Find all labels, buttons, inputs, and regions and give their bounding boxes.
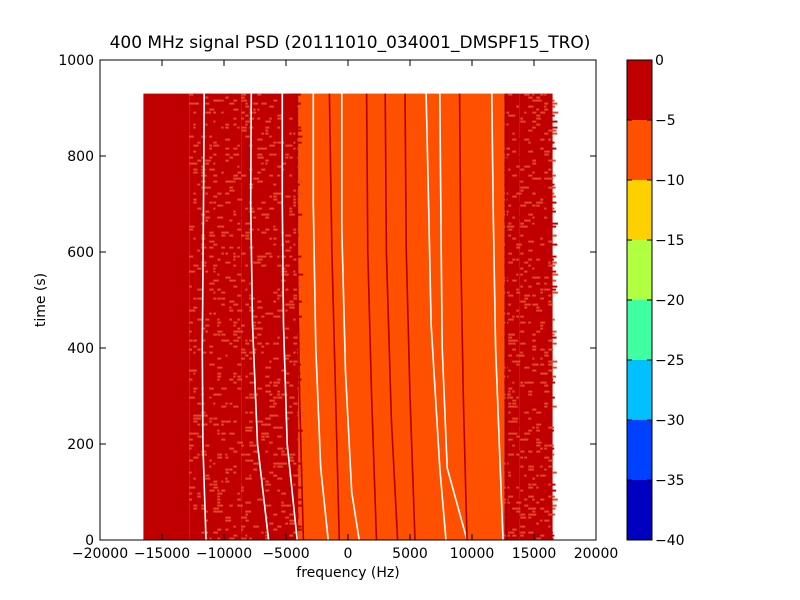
heatmap-band bbox=[504, 93, 520, 540]
colorbar-tick-label: −35 bbox=[655, 473, 685, 489]
trace-line bbox=[281, 93, 298, 540]
y-tick-label: 800 bbox=[67, 149, 94, 165]
colorbar-ticks: 0 −5 −10 −15 −20 −25 −30 −35 −40 bbox=[627, 53, 685, 549]
y-tick-label: 400 bbox=[67, 341, 94, 357]
trace-line bbox=[201, 93, 207, 540]
x-tick-label: 20000 bbox=[574, 546, 619, 562]
colorbar-segment bbox=[627, 300, 652, 360]
colorbar-tick-label: −10 bbox=[655, 173, 685, 189]
y-tick-label: 200 bbox=[67, 437, 94, 453]
colorbar-segment bbox=[627, 420, 652, 480]
trace-line bbox=[384, 93, 399, 540]
colorbar-tick-label: −40 bbox=[655, 533, 685, 549]
heatmap-band bbox=[519, 93, 553, 540]
y-tick-label: 1000 bbox=[58, 53, 94, 69]
y-axis-ticks: 0 200 400 600 800 1000 bbox=[58, 53, 596, 549]
x-tick-label: −20000 bbox=[72, 546, 128, 562]
heatmap-band bbox=[143, 93, 190, 540]
trace-lines bbox=[201, 93, 508, 540]
trace-line bbox=[439, 93, 468, 540]
colorbar-segment bbox=[627, 60, 652, 120]
x-axis-label: frequency (Hz) bbox=[296, 565, 399, 581]
colorbar-tick-label: −15 bbox=[655, 233, 685, 249]
heatmap-speckle bbox=[189, 93, 559, 540]
x-tick-label: −15000 bbox=[134, 546, 190, 562]
trace-line bbox=[340, 93, 360, 540]
y-axis-label: time (s) bbox=[33, 273, 49, 327]
colorbar-tick-label: −5 bbox=[655, 113, 676, 129]
colorbar-segment bbox=[627, 240, 652, 300]
y-tick-label: 0 bbox=[85, 533, 94, 549]
trace-line bbox=[365, 93, 378, 540]
trace-line bbox=[504, 93, 508, 540]
x-tick-label: 0 bbox=[344, 546, 353, 562]
colorbar-tick-label: −20 bbox=[655, 293, 685, 309]
y-tick-label: 600 bbox=[67, 245, 94, 261]
x-tick-label: 10000 bbox=[450, 546, 495, 562]
trace-line bbox=[249, 93, 270, 540]
x-tick-label: −10000 bbox=[196, 546, 252, 562]
x-tick-label: 15000 bbox=[512, 546, 557, 562]
heatmap-band bbox=[189, 93, 242, 540]
trace-line bbox=[491, 93, 504, 540]
colorbar-segment bbox=[627, 180, 652, 240]
trace-line bbox=[404, 93, 416, 540]
colorbar-tick-label: −25 bbox=[655, 353, 685, 369]
chart-title: 400 MHz signal PSD (20111010_034001_DMSP… bbox=[110, 33, 591, 53]
colorbar-segment bbox=[627, 360, 652, 420]
colorbar-segment bbox=[627, 120, 652, 180]
colorbar bbox=[627, 60, 652, 540]
colorbar-segment bbox=[627, 480, 652, 540]
trace-line bbox=[312, 93, 329, 540]
x-tick-label: −5000 bbox=[262, 546, 309, 562]
trace-line bbox=[295, 93, 305, 540]
heatmap-band bbox=[298, 93, 505, 540]
x-axis-ticks: −20000 −15000 −10000 −5000 0 5000 10000 15000 20… bbox=[72, 60, 618, 562]
x-tick-label: 5000 bbox=[392, 546, 428, 562]
trace-line bbox=[458, 93, 468, 540]
trace-line bbox=[328, 93, 341, 540]
heatmap-area bbox=[143, 93, 559, 540]
colorbar-tick-label: −30 bbox=[655, 413, 685, 429]
trace-line bbox=[425, 93, 447, 540]
colorbar-tick-label: 0 bbox=[655, 53, 664, 69]
